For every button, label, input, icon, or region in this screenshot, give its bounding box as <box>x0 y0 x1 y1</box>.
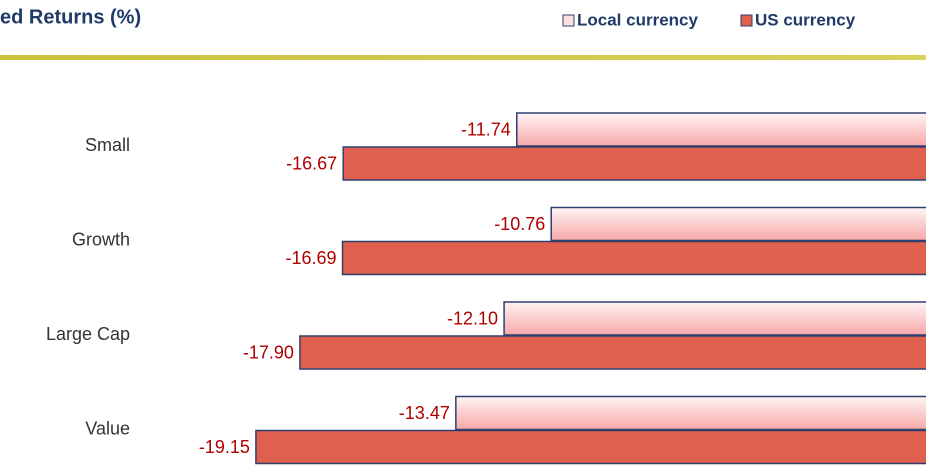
legend-label: US currency <box>755 10 856 29</box>
data-label: -16.69 <box>285 248 336 268</box>
bar <box>342 146 926 181</box>
bar <box>299 335 926 370</box>
data-label: -11.74 <box>461 119 511 139</box>
bar <box>503 301 926 336</box>
title-rule <box>0 55 926 60</box>
category-label: Large Cap <box>46 324 130 344</box>
bar <box>455 395 926 431</box>
legend-swatch <box>740 14 753 27</box>
category-label: Small <box>85 135 130 155</box>
data-label: -10.76 <box>494 214 545 234</box>
legend-label: Local currency <box>577 10 698 29</box>
data-label: -13.47 <box>399 403 450 423</box>
data-label: -17.90 <box>243 342 294 362</box>
category-label: Growth <box>72 229 130 249</box>
bar <box>516 112 926 147</box>
chart-title: ed Returns (%) <box>0 6 141 28</box>
legend-swatch <box>562 14 575 27</box>
data-label: -12.10 <box>447 308 498 328</box>
category-label: Value <box>85 418 130 438</box>
bar <box>255 429 926 465</box>
bar <box>550 206 926 242</box>
bar <box>341 240 926 276</box>
data-label: -19.15 <box>199 437 250 457</box>
data-label: -16.67 <box>286 153 337 173</box>
